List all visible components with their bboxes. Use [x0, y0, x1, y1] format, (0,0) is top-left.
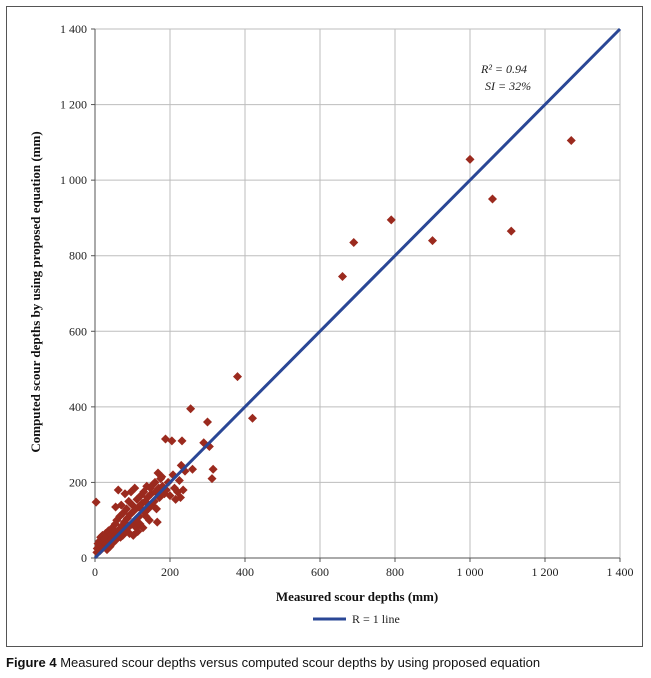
figure-label: Figure 4	[6, 655, 57, 670]
x-tick-label: 400	[236, 565, 254, 579]
y-tick-labels: 0 200 400 600 800 1 000 1 200 1 400	[60, 22, 95, 565]
data-point	[91, 497, 101, 507]
data-point	[186, 404, 196, 414]
r-equals-1-line	[93, 27, 622, 560]
y-tick-label: 1 400	[60, 22, 87, 36]
data-point	[113, 485, 123, 495]
x-tick-label: 0	[92, 565, 98, 579]
figure-caption: Figure 4 Measured scour depths versus co…	[6, 655, 646, 670]
scatter-index-annotation: SI = 32%	[485, 79, 531, 93]
data-point	[137, 504, 146, 514]
data-point	[506, 226, 516, 236]
data-point	[488, 194, 497, 204]
data-point	[349, 237, 359, 247]
figure-caption-text: Measured scour depths versus computed sc…	[60, 655, 541, 670]
y-axis-title: Computed scour depths by using proposed …	[28, 131, 43, 452]
data-point	[167, 436, 177, 446]
x-tick-label: 1 000	[457, 565, 484, 579]
x-axis-title: Measured scour depths (mm)	[276, 589, 438, 604]
data-point	[130, 483, 140, 493]
y-tick-label: 800	[69, 249, 87, 263]
data-point	[178, 485, 188, 495]
y-tick-label: 400	[69, 400, 87, 414]
figure-frame	[6, 6, 643, 647]
data-point	[207, 474, 217, 484]
data-point	[566, 135, 576, 145]
x-tick-label: 1 200	[532, 565, 559, 579]
legend: R = 1 line	[313, 612, 400, 626]
y-tick-label: 1 000	[60, 173, 87, 187]
data-point	[177, 436, 187, 446]
data-point	[152, 517, 162, 527]
y-tick-label: 1 200	[60, 98, 87, 112]
data-point	[208, 464, 218, 474]
data-point	[138, 523, 148, 533]
data-point	[233, 372, 242, 382]
x-tick-labels: 0 200 400 600 800 1 000 1 200 1 400	[92, 558, 634, 579]
data-point	[133, 527, 143, 537]
data-point	[248, 413, 257, 423]
data-point	[150, 477, 160, 487]
r-squared-annotation: R² = 0.94	[480, 62, 527, 76]
data-points	[91, 135, 576, 557]
data-point	[188, 464, 197, 474]
data-point	[386, 215, 396, 225]
y-tick-label: 0	[81, 551, 87, 565]
data-point	[157, 472, 167, 482]
x-tick-label: 600	[311, 565, 329, 579]
grid-lines	[95, 28, 621, 558]
scatter-chart: 0 200 400 600 800 1 000 1 200 1 400 0 200 400 600 8…	[28, 22, 634, 626]
x-tick-label: 200	[161, 565, 179, 579]
data-point	[165, 491, 175, 501]
data-point	[176, 493, 185, 503]
legend-label: R = 1 line	[352, 612, 400, 626]
data-point	[465, 154, 475, 164]
data-point	[174, 476, 184, 486]
data-point	[119, 508, 128, 518]
data-point	[144, 515, 154, 525]
y-tick-label: 600	[69, 324, 87, 338]
data-point	[122, 504, 131, 514]
y-tick-label: 200	[69, 475, 87, 489]
x-tick-label: 800	[386, 565, 404, 579]
data-point	[116, 500, 126, 510]
x-tick-label: 1 400	[607, 565, 634, 579]
data-point	[428, 236, 437, 246]
data-point	[338, 271, 347, 281]
axes	[94, 29, 620, 559]
data-point	[152, 504, 161, 514]
data-point	[203, 417, 212, 427]
